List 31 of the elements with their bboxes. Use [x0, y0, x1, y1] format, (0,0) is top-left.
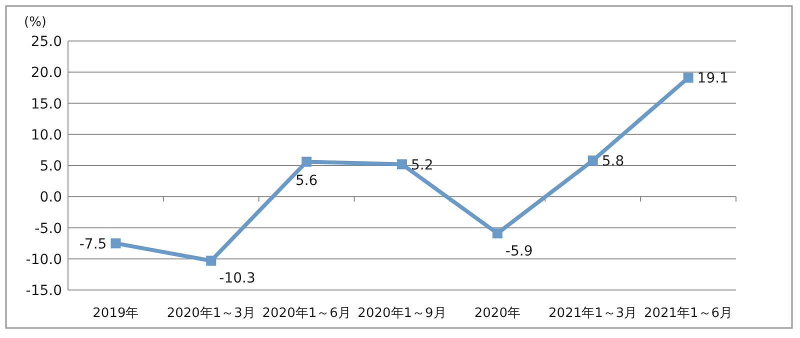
point: [110, 238, 121, 248]
y-tick-label: 20.0: [30, 65, 62, 82]
y-tick-label: 0.0: [40, 190, 62, 206]
y-tick-label: 5.0: [40, 158, 62, 174]
data-label: -5.9: [505, 243, 533, 260]
point: [397, 159, 407, 170]
data-label: 5.8: [602, 154, 624, 170]
point: [683, 72, 694, 83]
x-tick-label: 2019年: [92, 306, 139, 321]
data-label: 5.6: [295, 172, 318, 189]
point: [206, 256, 216, 266]
y-tick-label: 15.0: [30, 96, 62, 112]
data-label: 5.2: [411, 157, 434, 174]
data-label: 19.1: [697, 70, 728, 87]
x-tick-label: 2020年1～9月: [358, 306, 446, 321]
y-tick-label: -10.0: [26, 252, 62, 268]
y-tick-label: 25.0: [30, 34, 62, 50]
data-label: -10.3: [219, 270, 256, 287]
x-tick-label: 2020年1～3月: [166, 306, 256, 321]
y-tick-label: -5.0: [34, 220, 62, 237]
point: [492, 228, 502, 238]
y-axis-title: (%): [24, 15, 46, 30]
x-tick-label: 2021年1～6月: [644, 306, 733, 321]
y-tick-label: 10.0: [30, 127, 62, 144]
x-tick-label: 2021年1～3月: [548, 306, 638, 321]
y-tick-label: -15.0: [26, 283, 62, 299]
x-tick-label: 2020年: [474, 306, 520, 321]
data-label: -7.5: [79, 236, 107, 252]
x-tick-label: 2020年1～6月: [262, 306, 351, 321]
point: [302, 156, 312, 167]
point: [588, 156, 598, 166]
